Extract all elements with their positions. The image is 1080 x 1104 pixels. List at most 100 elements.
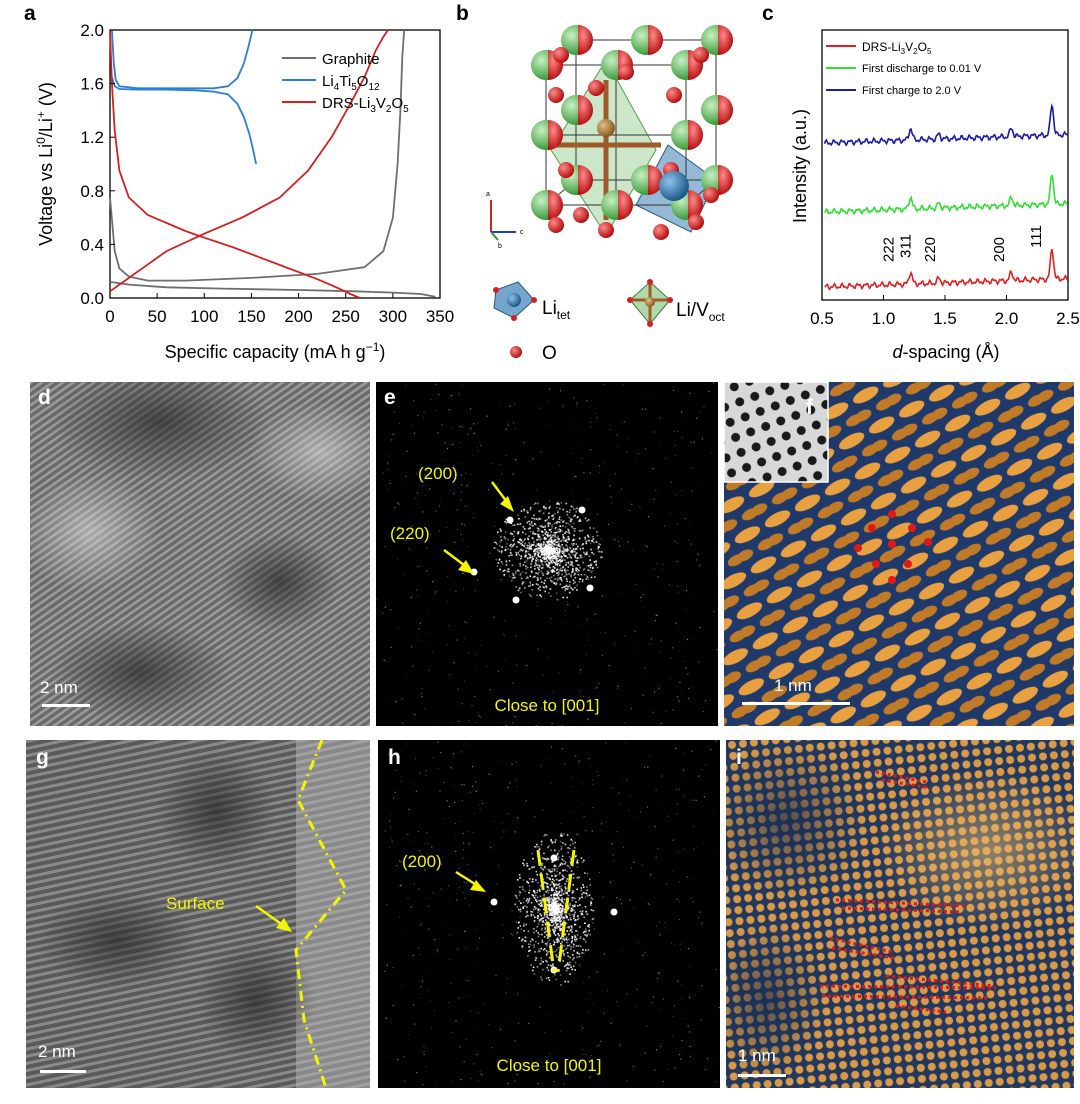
fft-speckle bbox=[557, 899, 560, 902]
fft-speckle bbox=[552, 908, 554, 910]
fft-noise bbox=[613, 860, 615, 862]
fft-speckle bbox=[547, 573, 549, 575]
fft-speckle bbox=[559, 914, 561, 916]
fft-speckle bbox=[531, 880, 534, 883]
fft-speckle bbox=[552, 904, 554, 907]
fft-noise bbox=[551, 711, 553, 713]
fft-speckle bbox=[580, 530, 582, 533]
fft-noise bbox=[460, 499, 462, 501]
fft-noise bbox=[460, 1079, 462, 1081]
fft-noise bbox=[391, 439, 393, 441]
y-tick-label: 0.4 bbox=[80, 235, 104, 254]
fft-noise bbox=[679, 681, 681, 683]
fft-speckle bbox=[505, 564, 508, 566]
fft-noise bbox=[580, 669, 582, 671]
fft-speckle bbox=[516, 931, 519, 934]
fft-noise bbox=[435, 383, 437, 385]
fft-noise bbox=[523, 707, 525, 709]
fft-speckle bbox=[538, 564, 541, 567]
fft-speckle bbox=[563, 833, 565, 835]
fft-noise bbox=[504, 620, 506, 622]
fft-speckle bbox=[584, 934, 586, 936]
fft-noise bbox=[715, 968, 717, 971]
fft-noise bbox=[512, 934, 514, 936]
fft-speckle bbox=[568, 944, 571, 946]
fft-speckle bbox=[540, 962, 543, 965]
fft-speckle bbox=[563, 919, 565, 922]
fft-noise bbox=[417, 414, 419, 416]
fft-speckle bbox=[585, 578, 588, 580]
fft-noise bbox=[413, 883, 415, 885]
fft-speckle bbox=[576, 516, 579, 519]
fft-noise bbox=[508, 575, 510, 577]
diffraction-spot bbox=[586, 584, 594, 592]
fft-speckle bbox=[557, 537, 559, 540]
fft-speckle bbox=[547, 546, 550, 548]
fft-speckle bbox=[557, 574, 559, 577]
peak-label-200: 200 bbox=[991, 237, 1008, 262]
fft-speckle bbox=[567, 847, 569, 849]
fft-speckle bbox=[546, 903, 549, 906]
fft-speckle bbox=[526, 551, 528, 553]
fft-speckle bbox=[571, 908, 573, 910]
fft-speckle bbox=[507, 568, 510, 570]
fft-noise bbox=[601, 990, 603, 992]
fft-speckle bbox=[522, 549, 525, 552]
fft-speckle bbox=[558, 516, 561, 518]
fft-speckle bbox=[552, 514, 554, 517]
fft-speckle bbox=[547, 556, 549, 558]
fft-noise bbox=[590, 426, 592, 428]
fft-speckle bbox=[581, 911, 583, 914]
fft-noise bbox=[573, 397, 575, 399]
fft-speckle bbox=[533, 540, 536, 543]
fft-speckle bbox=[581, 861, 584, 863]
fft-speckle bbox=[567, 851, 569, 854]
fft-speckle bbox=[545, 953, 548, 956]
fft-speckle bbox=[553, 522, 556, 525]
fft-speckle bbox=[574, 556, 576, 558]
fft-noise bbox=[690, 441, 692, 443]
fft-speckle bbox=[572, 527, 575, 530]
fft-speckle bbox=[541, 900, 543, 903]
fft-noise bbox=[418, 924, 420, 926]
fft-speckle bbox=[550, 914, 553, 917]
fft-speckle bbox=[576, 862, 578, 864]
fft-noise bbox=[399, 860, 401, 862]
fft-speckle bbox=[538, 899, 541, 902]
fft-noise bbox=[460, 820, 462, 822]
fft-speckle bbox=[522, 862, 524, 865]
fft-noise bbox=[507, 424, 509, 426]
fft-noise bbox=[576, 866, 579, 868]
fft-noise bbox=[470, 630, 472, 632]
fft-speckle bbox=[561, 908, 564, 911]
fft-speckle bbox=[546, 914, 549, 916]
panel-a-chart: 0 50 100 150 200 250 300 3500.00.40.81.21.62.0 … bbox=[34, 21, 454, 362]
fft-speckle bbox=[544, 545, 547, 548]
fft-speckle bbox=[558, 543, 560, 545]
fft-speckle bbox=[585, 949, 587, 952]
fft-noise bbox=[708, 790, 710, 793]
fft-noise bbox=[703, 406, 705, 408]
fft-speckle bbox=[527, 943, 530, 945]
fft-speckle bbox=[551, 526, 553, 528]
fft-speckle bbox=[545, 554, 548, 557]
fft-noise bbox=[576, 573, 578, 575]
fft-speckle bbox=[548, 552, 551, 554]
fft-speckle bbox=[545, 551, 548, 553]
fft-speckle bbox=[571, 935, 573, 938]
fft-speckle bbox=[548, 868, 551, 871]
fft-speckle bbox=[551, 899, 554, 901]
fft-speckle bbox=[561, 544, 563, 546]
fft-speckle bbox=[537, 553, 539, 556]
fft-speckle bbox=[529, 530, 532, 533]
fft-speckle bbox=[526, 914, 529, 917]
fft-speckle bbox=[524, 516, 527, 518]
fft-noise bbox=[685, 541, 686, 542]
fft-speckle bbox=[554, 528, 556, 530]
fft-noise bbox=[436, 951, 438, 953]
fft-speckle bbox=[537, 553, 540, 556]
fft-noise bbox=[505, 724, 507, 726]
fft-noise bbox=[649, 755, 651, 757]
fft-speckle bbox=[577, 545, 579, 548]
fft-noise bbox=[682, 443, 684, 445]
